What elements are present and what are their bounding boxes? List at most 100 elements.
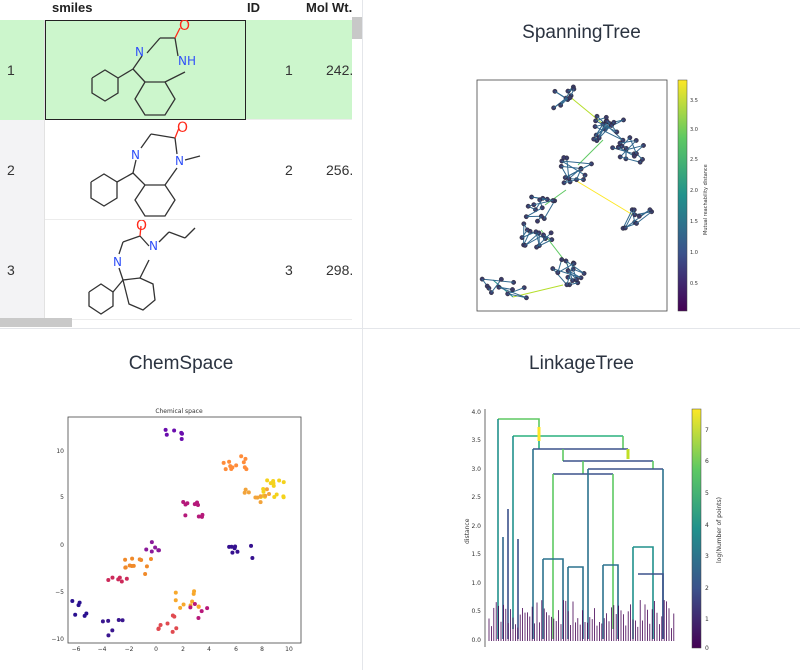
col-header-molwt[interactable]: Mol Wt. (306, 0, 353, 15)
panel-splitter-vertical[interactable] (362, 0, 363, 670)
tree-point (636, 213, 642, 219)
scatter-point (195, 500, 200, 505)
svg-text:2.0: 2.0 (471, 523, 481, 530)
row-body[interactable]: O N N 3 298. (45, 220, 353, 320)
cell-id: 1 (285, 62, 293, 78)
svg-text:8: 8 (260, 646, 264, 653)
svg-text:7: 7 (705, 427, 709, 434)
svg-text:6: 6 (234, 646, 238, 653)
scatter-point (196, 604, 201, 609)
scatter-point (234, 463, 239, 468)
svg-text:0: 0 (60, 542, 64, 549)
colorbar-label: log(Number of points) (716, 497, 723, 563)
scatter-point (243, 456, 248, 461)
row-header[interactable]: 2 (0, 120, 45, 220)
tree-point (603, 114, 609, 120)
table-row[interactable]: 1 O (0, 20, 362, 120)
scatter-point (190, 599, 195, 604)
scatter-point (120, 618, 125, 623)
scatter-point (143, 571, 148, 576)
tree-point (567, 95, 573, 101)
tree-point (561, 155, 567, 160)
colorbar-tick: 1.0 (690, 250, 698, 256)
tree-point (578, 275, 584, 281)
svg-text:5: 5 (705, 490, 709, 497)
linkage-tree-panel: LinkageTree 4.0 3.5 3.0 2.5 2.0 1.5 1. (363, 329, 800, 670)
svg-text:N: N (113, 255, 122, 269)
scatter-point (179, 436, 184, 441)
scatter-point (127, 563, 132, 568)
svg-text:2: 2 (705, 585, 709, 592)
spanning-tree-plot[interactable]: 0.5 1.0 1.5 2.0 2.5 3.0 3.5 Mutual reach… (363, 0, 800, 328)
col-header-smiles[interactable]: smiles (52, 0, 93, 15)
svg-text:2.5: 2.5 (471, 494, 481, 501)
plot-frame (67, 416, 302, 644)
scatter-point (267, 491, 272, 496)
tree-point (631, 153, 637, 159)
scatter-point (258, 500, 263, 505)
row-header[interactable]: 1 (0, 20, 45, 120)
svg-text:N: N (175, 154, 184, 168)
scatter-point (242, 490, 247, 495)
tree-point (525, 203, 531, 209)
scatter-point (246, 490, 251, 495)
panel-splitter-horizontal[interactable] (0, 328, 800, 329)
scatter-point (123, 565, 128, 570)
scatter-point (183, 513, 188, 518)
row-body[interactable]: O NH N 1 242. (45, 20, 353, 120)
scatter-point (165, 621, 170, 626)
horizontal-scrollbar[interactable] (0, 318, 72, 327)
svg-text:N: N (149, 239, 158, 253)
vertical-scrollbar[interactable] (352, 17, 362, 39)
scatter-point (181, 602, 186, 607)
tree-point (614, 129, 620, 135)
svg-text:5: 5 (60, 494, 64, 501)
scatter-point (70, 599, 75, 604)
molecule-table[interactable]: smiles ID Mol Wt. 1 (0, 0, 362, 328)
svg-text:O: O (177, 120, 188, 136)
scatter-point (178, 605, 183, 610)
scatter-point (196, 514, 201, 519)
scatter-point (199, 609, 204, 614)
tree-point (522, 242, 528, 248)
panel-title: ChemSpace (128, 353, 234, 374)
svg-text:1: 1 (705, 616, 709, 623)
scatter-point (137, 557, 142, 562)
panel-title: SpanningTree (522, 22, 641, 43)
scatter-point (76, 603, 81, 608)
svg-text:4: 4 (207, 646, 211, 653)
panel-title: LinkageTree (529, 353, 634, 374)
scatter-point (241, 460, 246, 465)
chemspace-plot[interactable]: Chemical space −6 −4 −2 0 2 4 6 8 10 10 … (0, 329, 362, 670)
scatter-point (110, 575, 115, 580)
scatter-point (277, 478, 282, 483)
scatter-point (223, 467, 228, 472)
scatter-point (173, 590, 178, 595)
svg-text:0.5: 0.5 (471, 608, 481, 615)
svg-text:3: 3 (705, 553, 709, 560)
scatter-point (281, 495, 286, 500)
row-header[interactable]: 3 (0, 220, 45, 320)
table-row[interactable]: 3 (0, 220, 362, 320)
spanning-tree-panel: SpanningTree (363, 0, 800, 328)
colorbar: 7 6 5 4 3 2 1 0 log(Number of points) (691, 408, 723, 652)
scatter-point (281, 480, 286, 485)
table-row[interactable]: 2 O N (0, 120, 362, 220)
scatter-point (265, 478, 270, 483)
dendrogram (497, 418, 664, 639)
col-header-id[interactable]: ID (247, 0, 260, 15)
scatter-point (272, 494, 277, 499)
svg-text:−2: −2 (125, 646, 134, 653)
scatter-point (264, 487, 269, 492)
svg-text:−6: −6 (72, 646, 81, 653)
scatter-point (73, 612, 78, 617)
scatter-point (123, 557, 128, 562)
plot-title: Chemical space (155, 408, 203, 415)
scatter-point (158, 622, 163, 627)
tree-point (571, 260, 577, 266)
scatter-point (235, 549, 240, 554)
svg-text:−5: −5 (55, 589, 64, 596)
row-body[interactable]: O N N 2 256. (45, 120, 353, 220)
tree-point (486, 285, 492, 291)
linkage-tree-plot[interactable]: 4.0 3.5 3.0 2.5 2.0 1.5 1.0 0.5 0.0 dist… (363, 329, 800, 670)
